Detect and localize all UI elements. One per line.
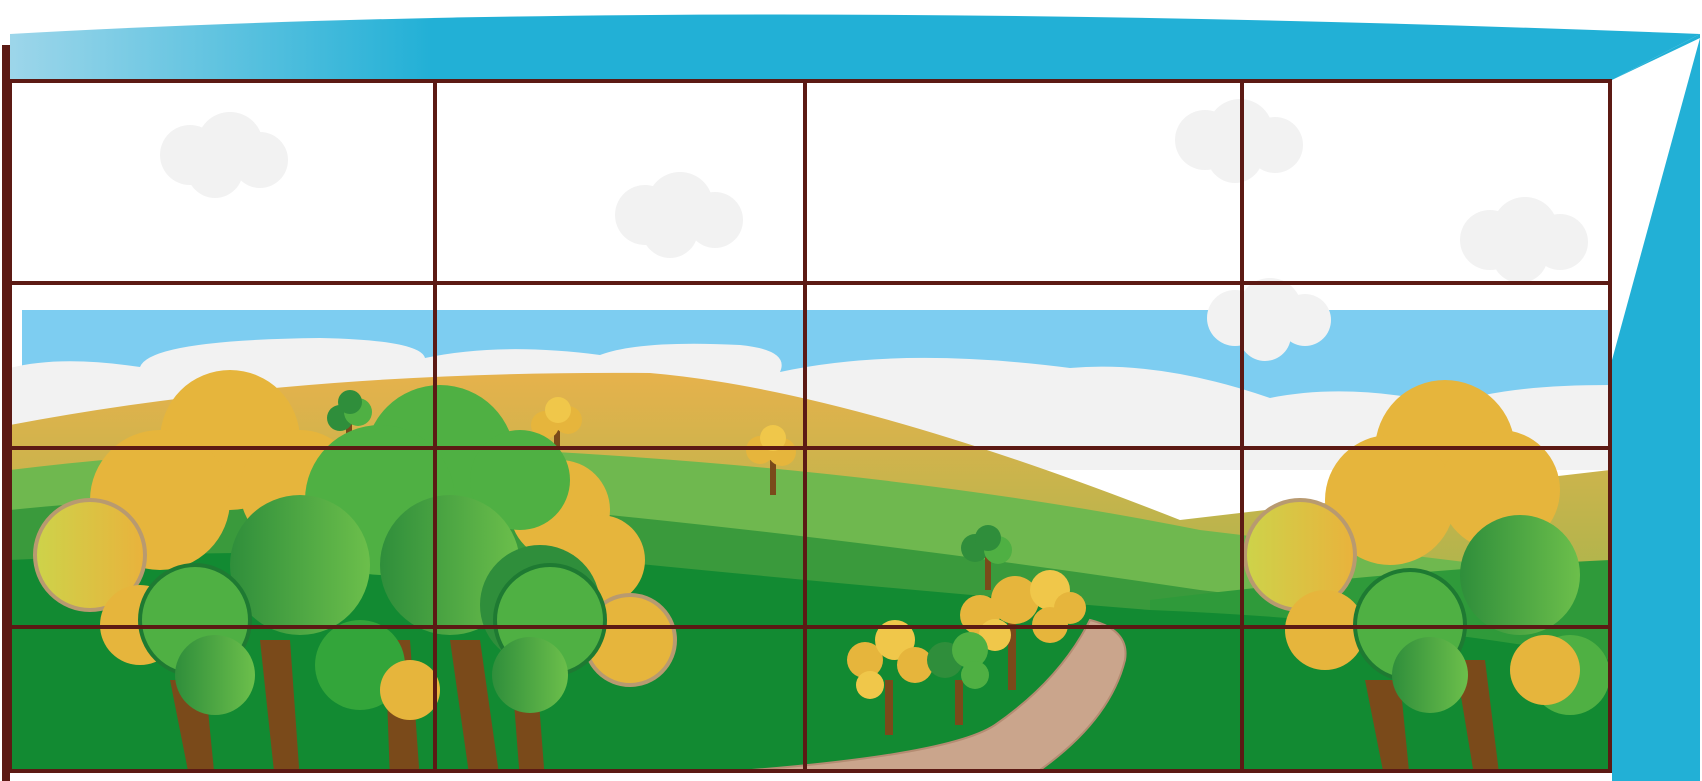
window-view (10, 81, 1610, 781)
roof-band (10, 15, 1700, 81)
